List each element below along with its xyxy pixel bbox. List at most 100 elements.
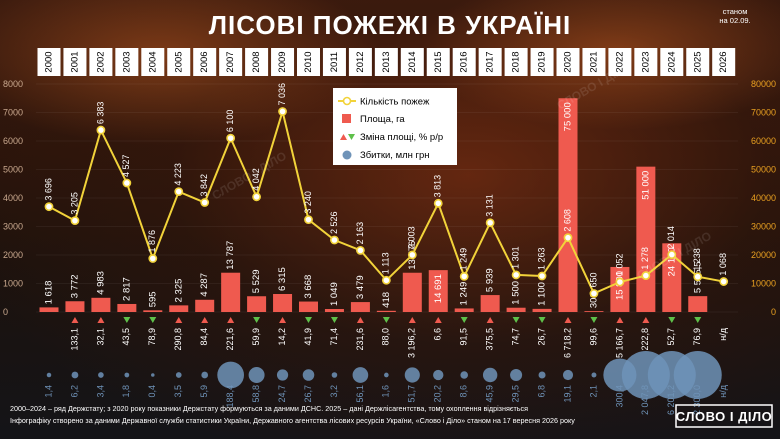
fires-point <box>563 233 573 243</box>
fires-point <box>226 133 236 143</box>
fires-label: 1 249 <box>459 248 469 271</box>
fires-label: 4 223 <box>173 163 183 186</box>
year-box <box>530 48 554 76</box>
fires-label: 3 205 <box>69 192 79 215</box>
damage-bubble <box>151 373 155 377</box>
change-up-marker <box>279 317 287 323</box>
change-label: 26,7 <box>536 328 546 346</box>
left-tick-label: 2000 <box>3 250 23 260</box>
year-box <box>426 48 450 76</box>
damage-label: 3,2 <box>329 385 339 398</box>
legend-damage-label: Збитки, млн грн <box>360 150 430 161</box>
change-label: 231,6 <box>355 328 365 351</box>
fires-point <box>278 107 287 116</box>
footer-line1: 2000–2024 – ряд Держстату; з 2020 року п… <box>10 404 528 413</box>
damage-label: 188,4 <box>225 385 235 408</box>
change-down-marker <box>538 317 546 323</box>
fires-label: 1 068 <box>718 253 728 276</box>
change-up-marker <box>227 317 235 323</box>
fires-point <box>615 277 625 287</box>
year-label: 2021 <box>588 51 599 72</box>
left-tick-label: 0 <box>3 307 8 317</box>
change-label: 221,6 <box>225 328 235 351</box>
area-label: 1 100 <box>537 282 548 306</box>
year-label: 2026 <box>718 51 729 72</box>
area-label: 300 <box>588 292 599 308</box>
damage-bubble <box>217 361 245 389</box>
fires-label: 1 113 <box>381 252 391 274</box>
left-tick-label: 7000 <box>3 108 23 118</box>
change-label: н/д <box>718 327 728 340</box>
damage-bubble <box>591 372 597 378</box>
year-label: 2001 <box>69 51 80 72</box>
change-label: 52,7 <box>666 328 676 346</box>
damage-label: 1,6 <box>381 385 391 398</box>
damage-label: 58,8 <box>251 385 261 403</box>
fires-label: 3 240 <box>303 191 313 214</box>
damage-label: 300,4 <box>614 385 624 408</box>
left-tick-label: 4000 <box>3 193 23 203</box>
fires-point <box>174 187 184 197</box>
change-label: 3 196,2 <box>407 328 417 358</box>
year-box <box>478 48 502 76</box>
area-bar <box>584 311 604 312</box>
change-label: 78,9 <box>147 328 157 346</box>
year-box <box>608 48 632 76</box>
change-label: 99,6 <box>588 328 598 346</box>
change-label: 222,8 <box>640 328 650 351</box>
damage-bubble <box>276 369 289 381</box>
year-label: 2000 <box>44 51 55 72</box>
change-up-marker <box>642 317 650 323</box>
fires-point <box>330 235 339 245</box>
damage-label: 29,5 <box>510 385 520 403</box>
damage-bubble <box>433 369 444 381</box>
fires-label: 1 278 <box>640 247 650 270</box>
damage-bubbles: 1,4 6,2 3,4 1,8 0,4 3,5 5,9 188,4 58,8 24,7 26,7 3,… <box>43 351 728 415</box>
damage-bubble <box>538 371 546 379</box>
area-label: 14 691 <box>433 274 444 303</box>
change-label: 375,5 <box>485 328 495 351</box>
area-bar <box>195 299 215 312</box>
year-label: 2017 <box>485 51 496 72</box>
change-up-marker <box>408 317 416 323</box>
area-label: 418 <box>381 292 392 308</box>
area-label: 6 315 <box>277 267 288 291</box>
year-box <box>712 48 736 76</box>
damage-label: 5,9 <box>199 385 209 398</box>
change-down-marker <box>382 317 390 323</box>
damage-label: 6 201,2 <box>666 385 676 415</box>
change-label: 43,5 <box>121 328 131 346</box>
area-label: 1 500 <box>511 281 522 305</box>
left-tick-label: 5000 <box>3 165 23 175</box>
fires-point <box>70 216 80 226</box>
area-label: 1 618 <box>44 281 55 305</box>
year-box <box>219 48 243 76</box>
area-bar <box>376 310 396 312</box>
area-bar <box>247 296 267 312</box>
damage-label: 24,7 <box>277 385 287 403</box>
year-box <box>452 48 476 76</box>
legend-damage-bubble-icon <box>342 150 352 160</box>
logo: СЛОВО І ДІЛО <box>676 409 772 424</box>
year-label: 2005 <box>173 51 184 72</box>
damage-label: 2 300,0 <box>692 385 702 415</box>
area-bar <box>610 266 630 312</box>
area-label: 13 787 <box>225 241 236 270</box>
year-label: 2025 <box>692 51 703 72</box>
area-bar <box>169 305 189 312</box>
year-label: 2002 <box>95 51 106 72</box>
area-label: 3 479 <box>355 275 366 299</box>
year-label: 2003 <box>121 51 132 72</box>
fires-point <box>44 202 54 212</box>
change-label: 41,9 <box>303 328 313 346</box>
year-box <box>193 48 217 76</box>
right-tick-label: 30000 <box>751 222 776 232</box>
watermark-1: СЛОВО І ДІЛО <box>210 149 289 203</box>
year-label: 2009 <box>277 51 288 72</box>
legend-fires-marker <box>342 96 352 106</box>
fires-label: 650 <box>588 272 598 287</box>
damage-bubble <box>46 372 52 378</box>
damage-bubble <box>384 372 389 378</box>
damage-label: н/д <box>718 384 728 397</box>
